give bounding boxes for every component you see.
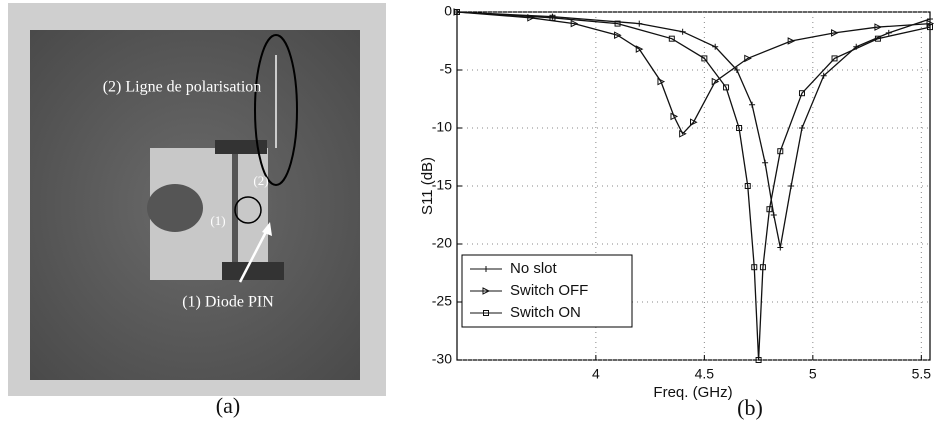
caption: (a) [216,393,240,418]
marker [874,23,883,31]
legend-label: Switch ON [510,304,581,321]
legend-label: Switch OFF [510,282,588,299]
marker [733,67,740,73]
line [456,11,931,248]
marker [744,54,752,63]
x-tick-label: 5 [809,366,817,382]
marker [788,183,795,189]
marker [820,72,827,79]
y-tick-label: -25 [432,293,452,309]
marker [755,357,762,363]
x-tick-label: 5.5 [912,366,932,382]
line [456,11,931,361]
photo: (2) Ligne de polarisation (1) Diode PIN … [8,3,386,418]
y-tick-label: -30 [432,351,452,367]
marker [766,206,773,213]
marker [777,244,784,251]
clip [222,262,284,280]
legend: No slot Switch OFF Switch ON [461,254,633,328]
clip [215,140,267,154]
marker [636,20,643,27]
marker [749,101,756,108]
photo-label: (1) Diode PIN [182,294,274,311]
arrow-head [262,222,272,236]
x-tick-label: 4 [592,366,600,382]
marker [744,183,751,189]
marker [927,15,933,22]
marker [690,118,698,127]
marker [483,266,489,272]
y-tick-label: 0 [444,3,452,19]
marker [679,129,687,138]
chart: (b) Freq. (GHz) S11 (dB) 0 -5 -10 -15 -20 -25… [419,3,935,420]
marker [736,125,743,131]
x-axis-label: Freq. (GHz) [653,384,732,401]
marker [549,14,556,21]
legend-label: No slot [510,260,558,277]
marker [759,264,766,271]
marker [874,35,881,42]
marker [614,31,622,40]
y-tick-label: -10 [432,119,452,135]
marker [762,159,769,166]
marker [770,212,777,218]
caption: (b) [737,395,763,420]
marker [787,37,796,45]
x-tick-label: 4.5 [695,366,715,382]
marker [657,77,666,86]
marker [483,310,489,316]
line [456,11,931,135]
marker [777,148,784,155]
arrow [238,227,270,283]
marker [831,55,838,62]
marker [751,264,758,271]
marker [798,90,805,97]
marker [454,9,460,15]
y-tick-label: -15 [432,177,452,193]
photo-label: (1) [210,213,225,228]
marker [635,45,644,53]
marker [670,112,679,121]
photo-label: (2) [253,173,268,188]
bias-highlight [254,34,298,186]
marker [679,28,686,35]
marker [482,287,491,295]
diode-highlight [234,196,262,224]
marker [712,43,719,50]
connector [147,184,203,232]
marker [614,20,621,27]
marker [570,19,579,28]
photo-label: (2) Ligne de polarisation [103,79,262,96]
marker [926,19,935,28]
marker [701,55,708,62]
marker [927,24,933,31]
y-tick-label: -5 [440,61,453,77]
marker [798,125,805,131]
marker [668,35,675,42]
y-tick-label: -20 [432,235,452,251]
marker [723,84,730,91]
marker [711,77,720,86]
marker [831,29,839,37]
y-axis-label: S11 (dB) [419,157,436,215]
marker [885,29,892,36]
